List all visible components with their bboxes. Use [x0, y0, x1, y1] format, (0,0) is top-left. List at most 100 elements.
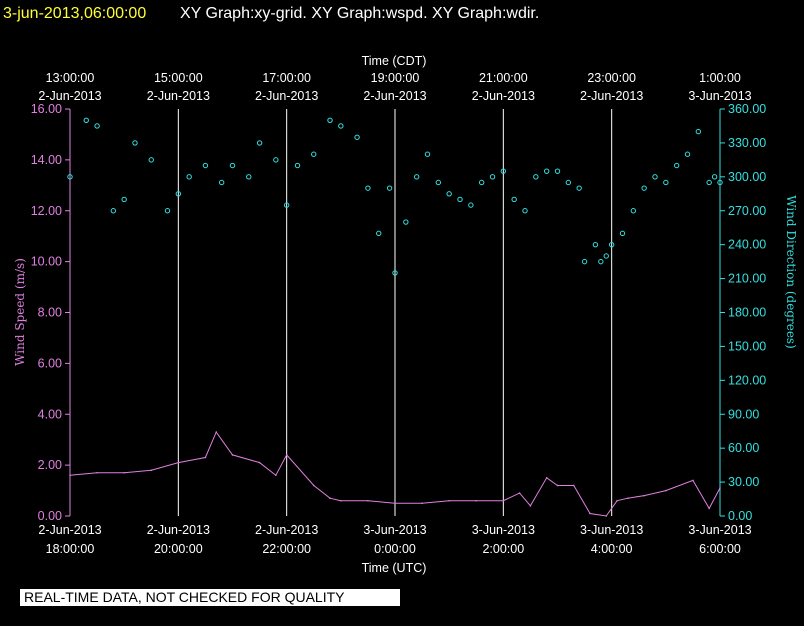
wind-direction-point	[376, 230, 382, 237]
wind-speed-point	[518, 492, 521, 494]
wind-direction-point	[663, 179, 669, 186]
top-tick-time-1: 15:00:00	[154, 71, 203, 85]
bottom-tick-date-3: 3-Jun-2013	[363, 523, 426, 537]
wind-direction-point	[684, 151, 691, 157]
y-right-tick-4: 120.00	[728, 373, 766, 387]
wind-direction-point	[478, 179, 485, 186]
y-left-tick-3: 6.00	[38, 356, 62, 370]
wind-speed-point	[367, 499, 369, 502]
top-tick-date-5: 2-Jun-2013	[580, 89, 643, 103]
bottom-tick-time-4: 2:00:00	[482, 542, 524, 556]
wind-speed-point	[529, 505, 532, 507]
wind-speed-series	[69, 431, 721, 517]
wind-direction-point	[175, 191, 182, 197]
wind-direction-point	[229, 162, 236, 169]
wind-speed-point	[502, 499, 505, 502]
wind-direction-point	[630, 208, 637, 214]
y-right-tick-3: 90.00	[728, 407, 759, 421]
y-right-tick-7: 210.00	[728, 272, 766, 286]
bottom-tick-time-2: 22:00:00	[262, 542, 311, 556]
vertical-grid	[69, 109, 721, 516]
wind-speed-point	[421, 502, 423, 505]
wind-direction-point	[489, 174, 496, 180]
wind-speed-point	[692, 479, 694, 482]
wind-direction-point	[581, 258, 588, 265]
y-left-tick-2: 4.00	[38, 407, 62, 421]
wind-direction-point	[132, 140, 138, 146]
wind-direction-point	[695, 128, 702, 135]
top-tick-time-5: 23:00:00	[587, 71, 636, 85]
wind-direction-point	[94, 123, 100, 129]
wind-speed-point	[231, 454, 234, 456]
wind-direction-point	[500, 168, 507, 174]
top-tick-time-3: 19:00:00	[371, 71, 420, 85]
wind-direction-point	[424, 151, 431, 157]
wind-direction-point	[717, 179, 723, 186]
y-right-tick-11: 330.00	[728, 136, 766, 150]
y-left-axis-label: Wind Speed (m/s)	[13, 258, 27, 366]
y-left-tick-7: 14.00	[31, 153, 62, 167]
wind-direction-point	[148, 157, 154, 163]
bottom-tick-date-0: 2-Jun-2013	[38, 523, 101, 537]
top-axis-title: Time (CDT)	[362, 54, 427, 68]
wind-speed-point	[448, 499, 450, 502]
wind-speed-point	[616, 499, 618, 502]
top-tick-time-2: 17:00:00	[262, 71, 311, 85]
wind-speed-point	[340, 499, 342, 502]
wind-direction-point	[403, 219, 409, 225]
y-right-tick-1: 30.00	[728, 475, 759, 489]
wind-speed-point	[545, 477, 548, 479]
y-right-tick-5: 150.00	[728, 339, 766, 353]
y-right-tick-2: 60.00	[728, 441, 759, 455]
wind-direction-point	[186, 174, 192, 180]
y-left-tick-6: 12.00	[31, 204, 62, 218]
wind-direction-point	[202, 162, 209, 169]
wind-direction-point	[327, 117, 333, 124]
wind-speed-point	[708, 507, 710, 510]
wind-direction-point	[413, 174, 420, 180]
bottom-tick-time-0: 18:00:00	[46, 542, 95, 556]
wind-direction-point	[522, 208, 528, 214]
wind-direction-point	[706, 179, 712, 186]
top-tick-date-4: 2-Jun-2013	[472, 89, 535, 103]
wind-direction-point	[311, 151, 317, 157]
top-tick-time-0: 13:00:00	[46, 71, 95, 85]
wind-direction-point	[673, 162, 680, 169]
bottom-tick-date-6: 3-Jun-2013	[688, 523, 751, 537]
graph-titles: XY Graph:xy-grid. XY Graph:wspd. XY Grap…	[180, 5, 539, 22]
y-right-tick-12: 360.00	[728, 102, 766, 116]
wind-direction-point	[218, 179, 225, 186]
bottom-tick-date-5: 3-Jun-2013	[580, 523, 643, 537]
wind-direction-point	[294, 162, 301, 169]
wind-speed-point	[312, 484, 315, 487]
wind-speed-point	[556, 484, 559, 487]
wind-direction-point	[256, 140, 263, 146]
wind-speed-point	[329, 497, 331, 499]
wind-direction-point	[511, 196, 517, 203]
wind-direction-point	[603, 253, 609, 259]
wind-speed-point	[285, 454, 288, 456]
top-tick-time-4: 21:00:00	[479, 71, 528, 85]
wind-direction-point	[711, 174, 718, 180]
wind-speed-point	[643, 494, 645, 497]
top-tick-date-0: 2-Jun-2013	[38, 89, 101, 103]
wind-direction-point	[386, 185, 393, 191]
wind-direction-point	[110, 208, 117, 214]
top-tick-time-6: 1:00:00	[699, 71, 741, 85]
wind-direction-point	[121, 196, 127, 203]
wind-direction-point	[598, 258, 604, 265]
wind-speed-point	[589, 512, 591, 515]
wind-direction-point	[273, 157, 279, 163]
wind-direction-point	[619, 230, 626, 237]
wind-speed-point	[96, 471, 98, 474]
wind-direction-point	[365, 185, 371, 191]
wind-direction-point	[354, 134, 360, 140]
wind-speed-point	[123, 471, 125, 474]
wind-direction-point	[608, 241, 615, 248]
wind-direction-point	[652, 174, 658, 180]
top-tick-date-6: 3-Jun-2013	[688, 89, 751, 103]
bottom-tick-date-1: 2-Jun-2013	[147, 523, 210, 537]
wind-direction-series	[67, 117, 723, 276]
wind-direction-point	[592, 241, 599, 248]
